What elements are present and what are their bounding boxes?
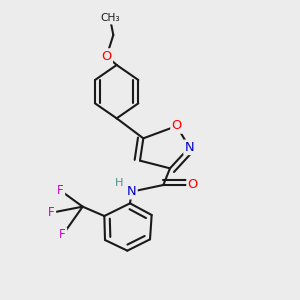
Text: F: F	[59, 229, 66, 242]
Text: H: H	[115, 178, 124, 188]
Text: N: N	[184, 141, 194, 154]
Text: CH₃: CH₃	[100, 13, 120, 23]
Text: F: F	[57, 184, 64, 197]
Text: O: O	[188, 178, 198, 191]
Text: F: F	[48, 206, 55, 219]
Text: N: N	[127, 185, 136, 198]
Text: O: O	[172, 119, 182, 133]
Text: O: O	[101, 50, 112, 62]
